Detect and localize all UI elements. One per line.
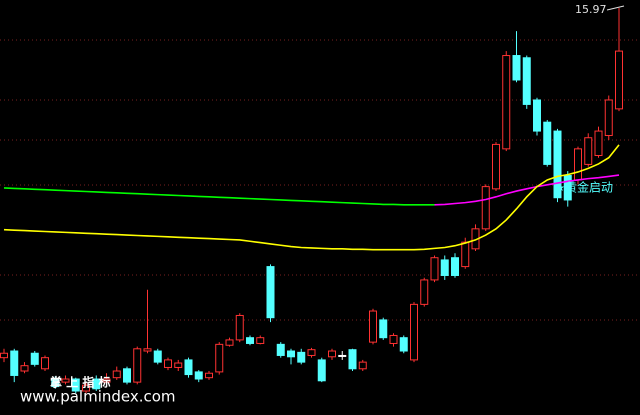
candle-body [317, 359, 326, 382]
candle-body [82, 384, 90, 392]
candle-body [246, 337, 254, 344]
candle-body [379, 319, 388, 339]
candle-body [563, 175, 572, 201]
candle-body [20, 365, 29, 372]
candle-body [553, 130, 562, 199]
candle-body [481, 186, 490, 230]
candle-body [533, 99, 541, 132]
candle-body [143, 348, 152, 352]
max-price-label: 15.97 [575, 3, 607, 16]
candle-body [123, 368, 131, 383]
max-arrow [606, 5, 625, 11]
candle-body [0, 352, 8, 359]
candle-body [71, 378, 80, 392]
watermark: www.palmindex.com [20, 388, 176, 406]
candle-body [205, 372, 213, 379]
moving-average-line [434, 174, 620, 206]
candle-body [328, 350, 336, 358]
candle-body [410, 303, 418, 361]
candle-body [512, 55, 521, 81]
candle-body [112, 370, 121, 379]
candle-body [348, 349, 357, 370]
candle-body [420, 279, 429, 305]
candle-body [492, 143, 500, 190]
candle-body [102, 378, 111, 383]
candle-body [41, 357, 49, 370]
candle-body [235, 314, 244, 341]
candle-body [584, 137, 593, 165]
candle-body [215, 343, 224, 373]
candle-body [10, 350, 19, 376]
candle-body [276, 343, 285, 356]
candle-body [389, 334, 398, 344]
candle-body [307, 349, 316, 356]
candle-body [92, 378, 101, 390]
moving-average-line [3, 187, 435, 206]
candle-body [358, 361, 367, 370]
candle-body [184, 359, 193, 376]
candle-body [164, 359, 172, 368]
grid [0, 39, 640, 321]
candle-body [369, 310, 377, 343]
candle-body [440, 259, 449, 276]
candle-body [287, 350, 295, 358]
candle-body [522, 57, 531, 105]
candle-body [61, 378, 70, 383]
candle-body [430, 257, 439, 281]
candle-body [451, 257, 459, 276]
candle-body [225, 339, 234, 346]
moving-average-line [3, 144, 620, 251]
candle-body [615, 50, 623, 110]
candle-body [461, 241, 470, 268]
candle-body [338, 354, 347, 357]
candle-body [574, 148, 582, 181]
candle-body [153, 350, 162, 363]
candle-body [604, 99, 613, 137]
candle-body [543, 121, 552, 165]
candle-body [133, 348, 142, 383]
watermark-cn: 掌 上 指 标 [50, 375, 111, 390]
candle-body [266, 266, 275, 319]
candle-body [174, 362, 183, 368]
candle-body [51, 378, 60, 388]
candle-body [594, 130, 603, 157]
candle-body [399, 337, 408, 352]
candle-body [30, 352, 39, 365]
signal-label: 黄金启动 [565, 180, 613, 195]
plot [0, 7, 623, 394]
candle-body [256, 337, 265, 344]
signal-star: ★ [556, 183, 565, 194]
candle-body [502, 55, 511, 150]
candle-body [194, 371, 203, 380]
candle-body [297, 351, 306, 363]
